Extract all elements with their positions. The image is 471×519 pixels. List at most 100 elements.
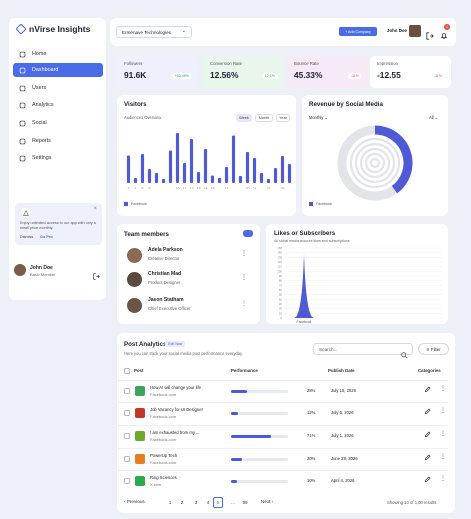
legend-swatch <box>309 202 313 206</box>
post-title[interactable]: How AI will change your life <box>150 385 201 390</box>
team-member-row[interactable]: Adela Parkson Creative Director ⋮ <box>117 246 260 266</box>
stat-label: Bounce Rate <box>294 61 319 66</box>
dismiss-link[interactable]: Dismiss <box>20 235 34 239</box>
team-member-row[interactable]: Jason Statham Chief Executive Officer ⋮ <box>117 296 260 316</box>
social-revenue-title: Revenue by Social Media <box>309 101 383 108</box>
analytics-icon <box>19 102 26 109</box>
stat-change-badge: -11% <box>347 73 362 79</box>
app-logo[interactable]: nVirse Insights <box>15 23 90 35</box>
company-select[interactable]: Ermenave Technologies ⌄ <box>116 26 192 38</box>
sidebar-item-home[interactable]: Home <box>13 47 103 61</box>
x-tick-label: 4 <box>135 187 137 189</box>
likes-title: Likes or Subscribers <box>274 230 336 237</box>
sidebar-item-social[interactable]: Social <box>13 116 103 130</box>
filter-button[interactable]: ≡ Filter <box>418 343 449 355</box>
edit-icon[interactable] <box>424 386 431 394</box>
publish-date: April 4, 2026 <box>331 478 355 483</box>
avatar[interactable] <box>14 264 26 276</box>
stat-change-badge: +33.45% <box>171 73 192 79</box>
sidebar-user-name: John Doe <box>30 265 53 271</box>
sidebar-item-dashboard[interactable]: Dashboard <box>13 63 103 77</box>
performance-value: 28% <box>307 388 316 393</box>
edit-icon[interactable] <box>424 454 431 462</box>
header-user-name: John Doe <box>387 28 408 33</box>
table-row[interactable]: Ring Sciences X.com 10% April 4, 2026 ⋮ <box>118 470 448 492</box>
row-more-icon[interactable]: ⋮ <box>440 454 446 460</box>
performance-bar <box>231 480 288 483</box>
publish-date: June 28, 2026 <box>331 456 358 461</box>
post-title[interactable]: Ring Sciences <box>150 475 177 480</box>
row-checkbox[interactable] <box>124 388 130 394</box>
sidebar-item-analytics[interactable]: Analytics <box>13 98 103 112</box>
table-row[interactable]: Job Vacancy for UI Designer Facebook.com 1… <box>118 402 448 424</box>
table-row[interactable]: How AI will change your life Facebook.com… <box>118 380 448 402</box>
tab-year[interactable]: Year <box>276 114 290 122</box>
search-input[interactable]: Search... <box>313 343 413 359</box>
page-4[interactable]: 4 <box>206 500 210 505</box>
row-more-icon[interactable]: ⋮ <box>440 386 446 392</box>
close-promo-icon[interactable]: × <box>93 206 97 212</box>
post-title[interactable]: Job Vacancy for UI Designer <box>150 407 203 412</box>
table-row[interactable]: I am exhausted from my ... Facebook.com 71… <box>118 425 448 447</box>
column-categories[interactable]: Categories <box>418 368 441 373</box>
edit-now-badge[interactable]: Edit Now <box>165 341 186 347</box>
warning-icon <box>21 208 30 217</box>
edit-icon[interactable] <box>424 431 431 439</box>
column-publish-date[interactable]: Publish Date <box>328 368 355 373</box>
table-row[interactable]: PowerUp Tech Facebook.com 20% June 28, 2026… <box>118 448 448 470</box>
team-member-row[interactable]: Christian Mad Product Designer ⋮ <box>117 270 260 290</box>
page-99[interactable]: 99 <box>242 500 248 505</box>
page-2[interactable]: 2 <box>180 500 184 505</box>
donut-slice <box>337 125 398 201</box>
page-5[interactable]: 5 <box>213 497 223 508</box>
donut-slice <box>374 125 413 194</box>
sidebar-item-reports[interactable]: Reports <box>13 134 103 148</box>
edit-icon[interactable] <box>424 408 431 416</box>
sidebar-item-users[interactable]: Users <box>13 81 103 95</box>
previous-page-button[interactable]: ‹ Previous <box>124 499 145 504</box>
row-checkbox[interactable] <box>124 433 130 439</box>
page-3[interactable]: 3 <box>194 500 198 505</box>
add-company-button[interactable]: + Add Company <box>339 27 377 36</box>
column-post[interactable]: Post <box>134 368 144 373</box>
column-performance[interactable]: Performance <box>231 368 258 373</box>
stat-value: 91.6K <box>124 70 147 80</box>
more-options-icon[interactable]: ⋮ <box>241 275 247 281</box>
header-avatar[interactable] <box>409 25 421 37</box>
period-select[interactable]: Monthly ⌄ <box>309 115 328 120</box>
edit-icon[interactable] <box>424 476 431 484</box>
go-pro-link[interactable]: Go Pro <box>40 235 53 239</box>
row-more-icon[interactable]: ⋮ <box>440 476 446 482</box>
platform-filter[interactable]: All ⌄ <box>429 115 439 120</box>
row-checkbox[interactable] <box>124 456 130 462</box>
reports-icon <box>19 138 26 145</box>
page-1[interactable]: 1 <box>168 500 172 505</box>
post-title[interactable]: I am exhausted from my ... <box>150 430 200 435</box>
row-checkbox[interactable] <box>124 410 130 416</box>
performance-value: 10% <box>307 478 316 483</box>
cloud-upload-icon[interactable] <box>243 230 253 237</box>
period-value: Monthly <box>309 115 324 120</box>
bell-icon[interactable]: 4 <box>440 24 450 45</box>
more-options-icon[interactable]: ⋮ <box>241 251 247 257</box>
next-page-button[interactable]: Next › <box>261 499 274 504</box>
post-source: Facebook.com <box>150 414 177 419</box>
post-title[interactable]: PowerUp Tech <box>150 453 178 458</box>
performance-fill <box>231 390 247 393</box>
bar <box>182 163 187 183</box>
select-all-checkbox[interactable] <box>124 368 130 374</box>
logout-icon[interactable] <box>93 267 100 285</box>
x-tick-label: 21 <box>253 187 257 189</box>
row-more-icon[interactable]: ⋮ <box>440 408 446 414</box>
more-options-icon[interactable]: ⋮ <box>241 301 247 307</box>
tab-week[interactable]: Week <box>236 114 252 122</box>
promo-card: × Enjoy unlimited access to our app with… <box>15 203 102 245</box>
tab-month[interactable]: Month <box>255 114 273 122</box>
sidebar-item-settings[interactable]: Settings <box>13 151 103 165</box>
row-more-icon[interactable]: ⋮ <box>440 431 446 437</box>
performance-fill <box>231 435 272 438</box>
header-logout-icon[interactable] <box>426 27 434 45</box>
row-checkbox[interactable] <box>124 478 130 484</box>
member-name: Adela Parkson <box>148 247 183 253</box>
